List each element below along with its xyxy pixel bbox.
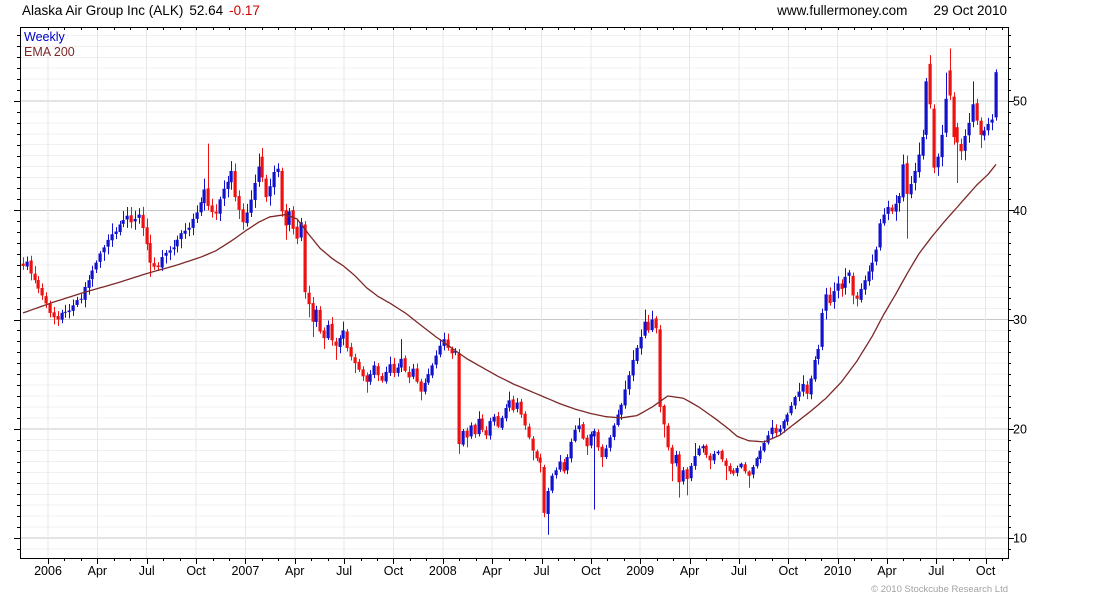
legend-ema-label: EMA 200: [24, 45, 75, 59]
x-tick-label: 2006: [34, 564, 62, 578]
x-tick-label: Apr: [680, 564, 699, 578]
x-tick-label: 2008: [429, 564, 457, 578]
website-label: www.fullermoney.com: [777, 3, 908, 18]
weekly-candles: [21, 48, 998, 535]
x-tick-label: Jul: [534, 564, 550, 578]
x-tick-label: Oct: [186, 564, 206, 578]
x-tick-label: Jul: [928, 564, 944, 578]
x-axis-labels: 2006 Apr Jul Oct 2007 Apr Jul Oct 2008 Apr Jul Oct 2…: [34, 564, 996, 578]
date-label: 29 Oct 2010: [933, 3, 1007, 18]
y-tick-label: 40: [1013, 204, 1027, 218]
gridlines-vertical: [47, 27, 987, 558]
y-tick-label: 30: [1013, 313, 1027, 327]
y-axis-labels: 10 20 30 40 50: [1013, 95, 1027, 546]
x-tick-label: Oct: [384, 564, 404, 578]
x-tick-label: Apr: [88, 564, 107, 578]
x-tick-label: Jul: [139, 564, 155, 578]
gridlines-horizontal: [20, 34, 1008, 550]
axes: [14, 27, 1014, 564]
x-tick-label: Jul: [731, 564, 747, 578]
x-tick-label: Oct: [581, 564, 601, 578]
ema-200-line: [22, 163, 997, 443]
y-tick-label: 10: [1013, 532, 1027, 546]
instrument-title: Alaska Air Group Inc (ALK) 52.64 -0.17: [22, 3, 260, 18]
last-price: 52.64: [189, 3, 224, 18]
price-change: -0.17: [229, 3, 260, 18]
x-tick-label: Oct: [779, 564, 799, 578]
x-tick-label: 2007: [231, 564, 259, 578]
x-tick-label: 2010: [824, 564, 852, 578]
y-tick-label: 50: [1013, 95, 1027, 109]
legend-weekly-label: Weekly: [24, 30, 65, 44]
x-tick-label: 2009: [626, 564, 654, 578]
instrument-name: Alaska Air Group Inc (ALK): [22, 3, 184, 18]
x-tick-label: Jul: [336, 564, 352, 578]
x-tick-label: Apr: [482, 564, 501, 578]
y-tick-label: 20: [1013, 422, 1027, 436]
chart-legend: Weekly EMA 200: [24, 30, 75, 60]
x-tick-label: Apr: [285, 564, 304, 578]
x-tick-label: Apr: [877, 564, 896, 578]
x-tick-label: Oct: [976, 564, 996, 578]
copyright-label: © 2010 Stockcube Research Ltd: [871, 584, 1008, 595]
title-bar: Alaska Air Group Inc (ALK) 52.64 -0.17 www…: [0, 3, 1100, 23]
source-and-date: www.fullermoney.com 29 Oct 2010: [777, 3, 1007, 18]
